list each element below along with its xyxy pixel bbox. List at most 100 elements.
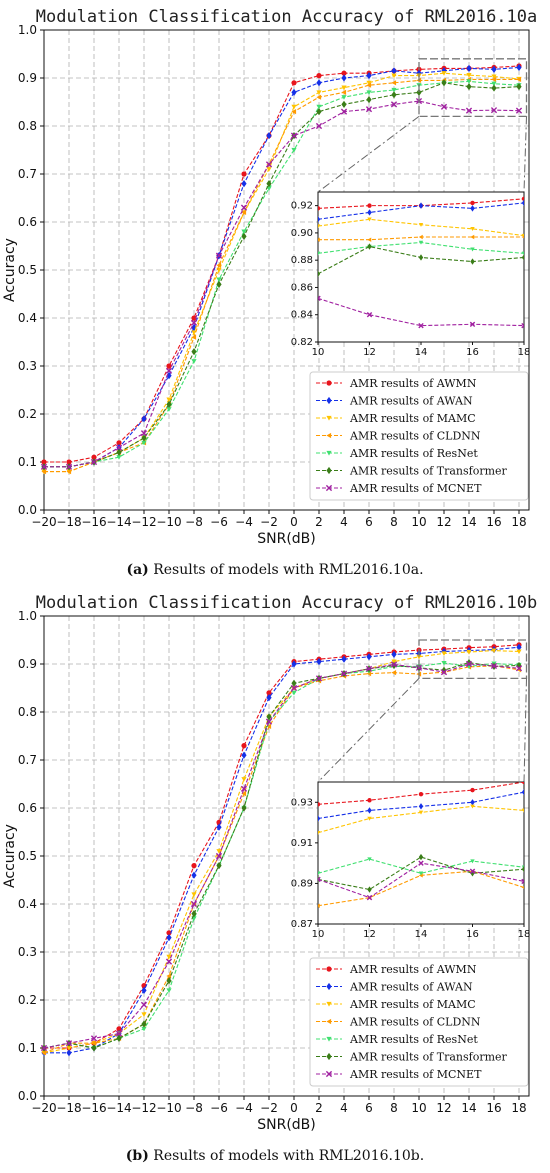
data-point xyxy=(416,88,422,96)
data-point xyxy=(440,669,448,676)
zoom-region-box xyxy=(418,639,528,680)
inset-data-point xyxy=(418,860,424,866)
data-point xyxy=(65,463,73,470)
data-point xyxy=(116,1034,122,1042)
x-tick-label: 12 xyxy=(436,515,451,529)
data-point xyxy=(140,430,148,437)
inset-data-point xyxy=(367,857,372,862)
y-tick-label: 0.8 xyxy=(18,705,37,719)
legend-entry: AMR results of MCNET xyxy=(349,482,482,495)
data-point xyxy=(441,79,447,87)
data-point xyxy=(240,785,248,792)
inset-data-point xyxy=(418,810,424,815)
x-tick-label: 2 xyxy=(315,1101,323,1115)
data-point xyxy=(391,67,397,75)
inset-data-point xyxy=(418,222,424,227)
inset-data-point xyxy=(318,270,321,278)
data-point xyxy=(341,95,347,100)
inset-x-tick-label: 16 xyxy=(466,929,479,940)
legend-marker xyxy=(325,484,333,492)
zoom-connector xyxy=(317,115,420,193)
inset-data-point xyxy=(470,804,475,809)
data-point xyxy=(116,440,122,446)
x-tick-label: −8 xyxy=(185,515,203,529)
x-tick-label: 10 xyxy=(411,515,426,529)
y-tick-label: 0.6 xyxy=(18,215,37,229)
data-point xyxy=(391,91,397,99)
data-point xyxy=(391,87,397,93)
data-point xyxy=(241,743,247,749)
x-tick-label: 0 xyxy=(290,515,298,529)
inset-data-point xyxy=(521,886,524,889)
y-tick-label: 0.3 xyxy=(18,945,37,959)
legend-marker xyxy=(325,1070,333,1078)
data-point xyxy=(165,958,173,965)
inset-data-point xyxy=(470,247,475,252)
series-line-0 xyxy=(44,644,520,1049)
inset-data-point xyxy=(418,871,424,876)
data-point xyxy=(366,96,372,104)
y-tick-label: 0.7 xyxy=(18,753,37,767)
series-line-1 xyxy=(44,66,520,468)
data-point xyxy=(441,651,447,657)
data-point xyxy=(490,107,498,114)
series-line-1 xyxy=(44,646,520,1054)
inset-y-tick-label: 0.88 xyxy=(291,255,313,266)
inset-data-point xyxy=(418,202,424,209)
data-point xyxy=(315,122,323,130)
data-point xyxy=(491,65,497,73)
inset-y-tick-label: 0.91 xyxy=(291,838,313,849)
legend-entry: AMR results of ResNet xyxy=(349,1033,478,1046)
inset-data-point xyxy=(521,235,524,239)
inset-y-tick-label: 0.86 xyxy=(291,282,313,293)
legend-entry: AMR results of Transformer xyxy=(349,465,508,478)
data-point xyxy=(491,76,497,83)
inset-data-point xyxy=(418,254,424,261)
x-tick-label: −12 xyxy=(131,515,156,529)
data-point xyxy=(366,72,372,80)
legend-entry: AMR results of MAMC xyxy=(349,412,476,425)
data-point xyxy=(166,400,172,408)
y-tick-label: 1.0 xyxy=(18,609,37,623)
inset-y-tick-label: 0.90 xyxy=(291,228,313,239)
data-point xyxy=(366,82,372,88)
inset-plot: 10 12 14 16 18 0.87 0.89 0.91 0.93 xyxy=(291,781,530,940)
inset-data-point xyxy=(318,251,321,256)
data-point xyxy=(216,277,222,283)
data-point xyxy=(215,852,223,860)
data-point xyxy=(366,80,372,86)
x-tick-label: 6 xyxy=(365,515,373,529)
data-point xyxy=(191,892,197,897)
inset-y-tick-label: 0.82 xyxy=(291,337,313,348)
legend: AMR results of AWMN AMR results of AWAN AM… xyxy=(309,371,529,501)
data-point xyxy=(291,147,297,153)
data-point xyxy=(316,79,322,87)
legend-marker xyxy=(326,1001,332,1007)
inset-series-line-4 xyxy=(318,858,524,874)
x-tick-label: 6 xyxy=(365,1101,373,1115)
inset-data-point xyxy=(367,237,372,242)
legend: AMR results of AWMN AMR results of AWAN AM… xyxy=(309,957,529,1087)
data-point xyxy=(166,988,172,993)
data-point xyxy=(241,229,247,235)
legend-entry: AMR results of AWAN xyxy=(349,395,473,408)
caption-b-text: Results of models with RML2016.10b. xyxy=(153,1148,425,1164)
chart-title: Modulation Classification Accuracy of RM… xyxy=(36,7,538,27)
legend-entry: AMR results of MCNET xyxy=(349,1068,482,1081)
inset-data-point xyxy=(366,894,373,901)
data-point xyxy=(191,334,197,340)
inset-data-point xyxy=(318,815,321,822)
data-point xyxy=(266,713,272,721)
legend-marker xyxy=(326,432,332,439)
legend-marker xyxy=(326,415,332,421)
data-point xyxy=(341,100,347,108)
inset-data-point xyxy=(318,216,321,223)
data-point xyxy=(115,1030,123,1037)
legend-entry: AMR results of ResNet xyxy=(349,447,478,460)
series-line-6 xyxy=(44,100,520,468)
data-point xyxy=(466,64,472,72)
data-point xyxy=(491,84,497,92)
y-tick-label: 0.2 xyxy=(18,993,37,1007)
data-point xyxy=(191,910,197,918)
inset-y-tick-label: 0.89 xyxy=(291,878,313,889)
